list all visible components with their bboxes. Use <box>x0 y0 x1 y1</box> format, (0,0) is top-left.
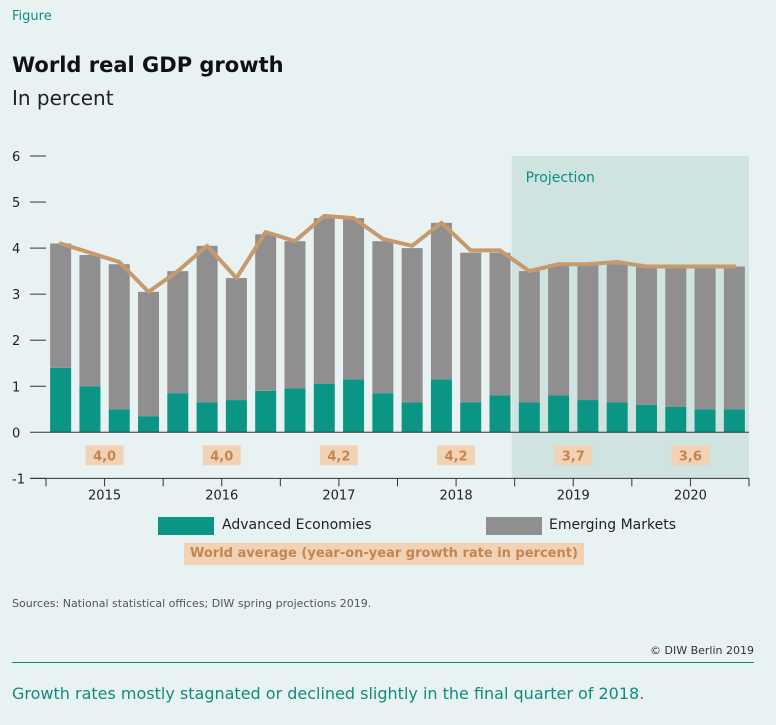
y-tick-label: 1 <box>12 380 20 395</box>
bar-advanced <box>430 379 452 433</box>
bar-emerging <box>518 271 540 403</box>
x-year-label: 2018 <box>440 488 473 503</box>
y-tick-label: 5 <box>12 196 20 211</box>
bar-advanced <box>225 400 247 433</box>
bar-emerging <box>372 241 394 394</box>
bar-advanced <box>548 395 570 433</box>
bar-advanced <box>343 379 365 433</box>
y-tick-label: -1 <box>12 472 25 487</box>
bar-emerging <box>108 264 130 410</box>
world-average-line <box>58 213 737 294</box>
caption: Growth rates mostly stagnated or decline… <box>12 684 645 703</box>
bar-emerging <box>225 278 247 401</box>
bar-emerging <box>489 252 511 396</box>
bar-advanced <box>50 367 72 433</box>
bar-advanced <box>167 393 189 433</box>
annual-average-box <box>671 445 710 466</box>
annual-average-box <box>554 445 593 466</box>
bar-advanced <box>518 402 540 433</box>
bar-emerging <box>723 266 745 410</box>
annual-average-box <box>319 445 358 466</box>
gdp-chart: Projection 6 5 4 3 2 1 0 -1 4,0 4,0 4,2 4,2 3,7 3,6 201… <box>12 150 750 503</box>
bar-advanced <box>489 395 511 433</box>
legend-label-emerging: Emerging Markets <box>549 517 677 533</box>
x-year-label: 2017 <box>322 488 355 503</box>
bar-advanced <box>635 404 657 433</box>
bar-emerging <box>255 234 277 391</box>
bar-advanced <box>108 409 130 433</box>
bar-emerging <box>606 264 628 403</box>
y-tick-label: 6 <box>12 150 20 165</box>
bar-advanced <box>694 409 716 433</box>
chart-subtitle: In percent <box>12 86 114 110</box>
bar-emerging <box>694 266 716 410</box>
bar-advanced <box>372 393 394 433</box>
annual-average-label: 3,7 <box>562 449 585 464</box>
bar-emerging <box>343 218 365 380</box>
annual-average-label: 3,6 <box>679 449 702 464</box>
annual-average-label: 4,0 <box>210 449 233 464</box>
projection-label: Projection <box>526 170 595 186</box>
legend-world-average: World average (year-on-year growth rate … <box>184 543 584 565</box>
bar-emerging <box>138 291 160 417</box>
chart-title: World real GDP growth <box>12 53 284 77</box>
bar-emerging <box>167 271 189 394</box>
bar-emerging <box>635 266 657 405</box>
bar-advanced <box>138 416 160 433</box>
bar-advanced <box>255 390 277 433</box>
y-tick-label: 0 <box>12 426 20 441</box>
bar-emerging <box>577 264 599 401</box>
figure-label: Figure <box>12 9 52 24</box>
bar-emerging <box>401 248 423 403</box>
annual-average-box <box>437 445 476 466</box>
bar-advanced <box>196 402 218 433</box>
bar-advanced <box>577 400 599 433</box>
bar-emerging <box>196 245 218 403</box>
bar-emerging <box>548 264 570 396</box>
annual-average-label: 4,2 <box>445 449 468 464</box>
bar-advanced <box>606 402 628 433</box>
legend: Advanced Economies Emerging Markets <box>0 512 776 572</box>
y-tick-label: 4 <box>12 242 20 257</box>
bar-advanced <box>79 386 101 433</box>
annual-average-label: 4,0 <box>93 449 116 464</box>
bar-emerging <box>50 243 72 368</box>
bar-emerging <box>665 266 687 407</box>
legend-swatch-advanced <box>158 517 214 535</box>
x-year-label: 2020 <box>674 488 707 503</box>
bar-advanced <box>284 388 306 433</box>
bar-emerging <box>430 222 452 380</box>
annual-average-box <box>202 445 241 466</box>
bar-advanced <box>723 409 745 433</box>
x-year-label: 2019 <box>557 488 590 503</box>
bar-advanced <box>313 383 335 433</box>
legend-label-advanced: Advanced Economies <box>222 517 372 533</box>
y-tick-label: 2 <box>12 334 20 349</box>
sources-note: Sources: National statistical offices; D… <box>12 597 372 610</box>
bar-emerging <box>284 241 306 389</box>
copyright: © DIW Berlin 2019 <box>650 644 754 657</box>
bar-advanced <box>460 402 482 433</box>
bar-emerging <box>460 252 482 403</box>
bar-advanced <box>401 402 423 433</box>
x-year-label: 2015 <box>88 488 121 503</box>
bar-advanced <box>665 406 687 433</box>
y-tick-label: 3 <box>12 288 20 303</box>
bar-emerging <box>313 218 335 384</box>
annual-average-box <box>85 445 124 466</box>
bar-emerging <box>79 255 101 387</box>
x-year-label: 2016 <box>205 488 238 503</box>
legend-swatch-emerging <box>486 517 542 535</box>
divider <box>12 662 754 663</box>
annual-average-label: 4,2 <box>327 449 350 464</box>
